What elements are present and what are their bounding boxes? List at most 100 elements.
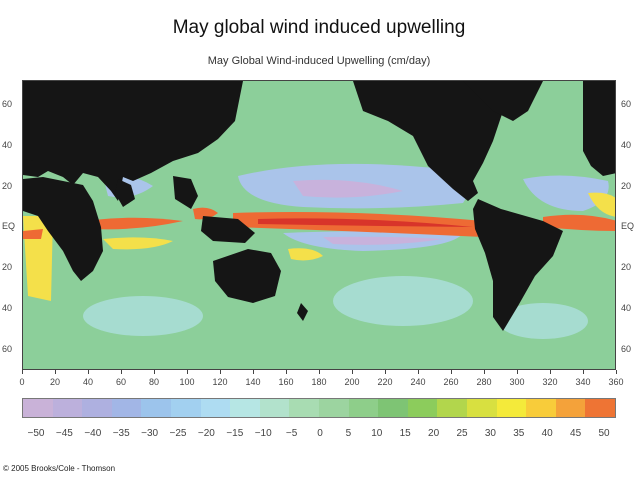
lat-label-left-eq: EQ [2,221,16,231]
australia-landmass [213,249,281,303]
colorbar-label: −10 [254,428,272,439]
gulf-of-guinea-upwelling [23,229,43,239]
lon-label: 80 [148,377,159,387]
lon-label: 20 [49,377,60,387]
lon-tick [451,370,452,374]
lon-label: 240 [410,377,426,387]
colorbar-cell [170,399,201,417]
colorbar-cell [318,399,349,417]
lon-label: 0 [19,377,25,387]
lon-label: 40 [82,377,93,387]
lon-tick [484,370,485,374]
colorbar-cell [585,399,615,417]
upwelling-map [22,80,616,370]
lon-tick [517,370,518,374]
lon-label: 280 [476,377,492,387]
lon-tick [22,370,23,374]
south-pacific-low-zone [333,276,473,326]
lat-label-left-20n: 20 [2,181,13,191]
equatorial-atlantic-upwelling [543,214,615,231]
north-america-landmass [353,81,503,201]
lon-tick [88,370,89,374]
lat-label-left-60s: 60 [2,344,13,354]
lon-tick [253,370,254,374]
colorbar-label: −30 [141,428,159,439]
colorbar-cell [200,399,231,417]
colorbar-cell [555,399,586,417]
equatorial-pacific-peak [258,218,473,227]
colorbar-label: −50 [27,428,45,439]
lon-label: 300 [509,377,525,387]
indian-subcontinent [115,179,135,207]
colorbar-label: 30 [484,428,496,439]
lon-tick [154,370,155,374]
colorbar-label: −45 [55,428,73,439]
lon-tick [187,370,188,374]
colorbar-label: 5 [345,428,352,439]
coral-sea-upwelling [288,248,323,261]
europe-west-landmass [23,81,53,161]
lat-label-right-40s: 40 [621,303,632,313]
lat-label-right-40n: 40 [621,140,632,150]
lon-tick [352,370,353,374]
lon-tick [121,370,122,374]
colorbar-cell [141,399,171,417]
colorbar-label: 25 [456,428,468,439]
colorbar-cell [52,399,83,417]
south-pacific-strong-downwelling [323,236,443,245]
lon-tick [286,370,287,374]
lon-label: 320 [542,377,558,387]
colorbar-cell [526,399,556,417]
equatorial-indian-upwelling [93,217,183,230]
colorbar-label: 45 [570,428,582,439]
lon-label: 160 [278,377,294,387]
colorbar [22,398,616,418]
lon-label: 140 [245,377,261,387]
lon-label: 120 [212,377,228,387]
south-china-sea-upwelling [193,207,218,220]
greenland-landmass [463,81,543,121]
lon-tick [550,370,551,374]
colorbar-cell [111,399,142,417]
new-zealand-landmass [297,303,308,321]
western-europe-landmass [583,81,615,176]
colorbar-label: 20 [428,428,440,439]
lon-label: 180 [311,377,327,387]
lat-label-right-eq: EQ [621,221,635,231]
world-map-svg [23,81,615,369]
colorbar-label: −20 [197,428,215,439]
colorbar-cell [230,399,260,417]
colorbar-label: −35 [112,428,130,439]
lat-label-left-40n: 40 [2,140,13,150]
lon-tick [418,370,419,374]
lon-tick [319,370,320,374]
colorbar-cell [378,399,408,417]
colorbar-label: 50 [598,428,610,439]
lat-label-left-60n: 60 [2,99,13,109]
lon-tick [385,370,386,374]
lon-tick [220,370,221,374]
colorbar-label: −5 [285,428,298,439]
colorbar-cell [289,399,319,417]
lat-label-left-20s: 20 [2,262,13,272]
lon-label: 360 [608,377,624,387]
lon-label: 260 [443,377,459,387]
central-pacific-strong-downwelling [293,179,403,198]
colorbar-cell [259,399,290,417]
lon-label: 200 [344,377,360,387]
lon-label: 220 [377,377,393,387]
colorbar-label: −25 [169,428,187,439]
lon-label: 60 [115,377,126,387]
indian-ocean-low-zone [83,296,203,336]
north-atlantic-downwelling [523,175,609,211]
colorbar-label: 10 [371,428,383,439]
colorbar-cell [348,399,379,417]
colorbar-cell [23,399,53,417]
lon-label: 100 [179,377,195,387]
southeast-asia-landmass [173,176,198,209]
colorbar-label: −40 [84,428,102,439]
copyright-notice: © 2005 Brooks/Cole - Thomson [3,464,116,473]
maritime-continent [201,216,255,243]
africa-landmass [23,177,103,281]
colorbar-cell [496,399,527,417]
